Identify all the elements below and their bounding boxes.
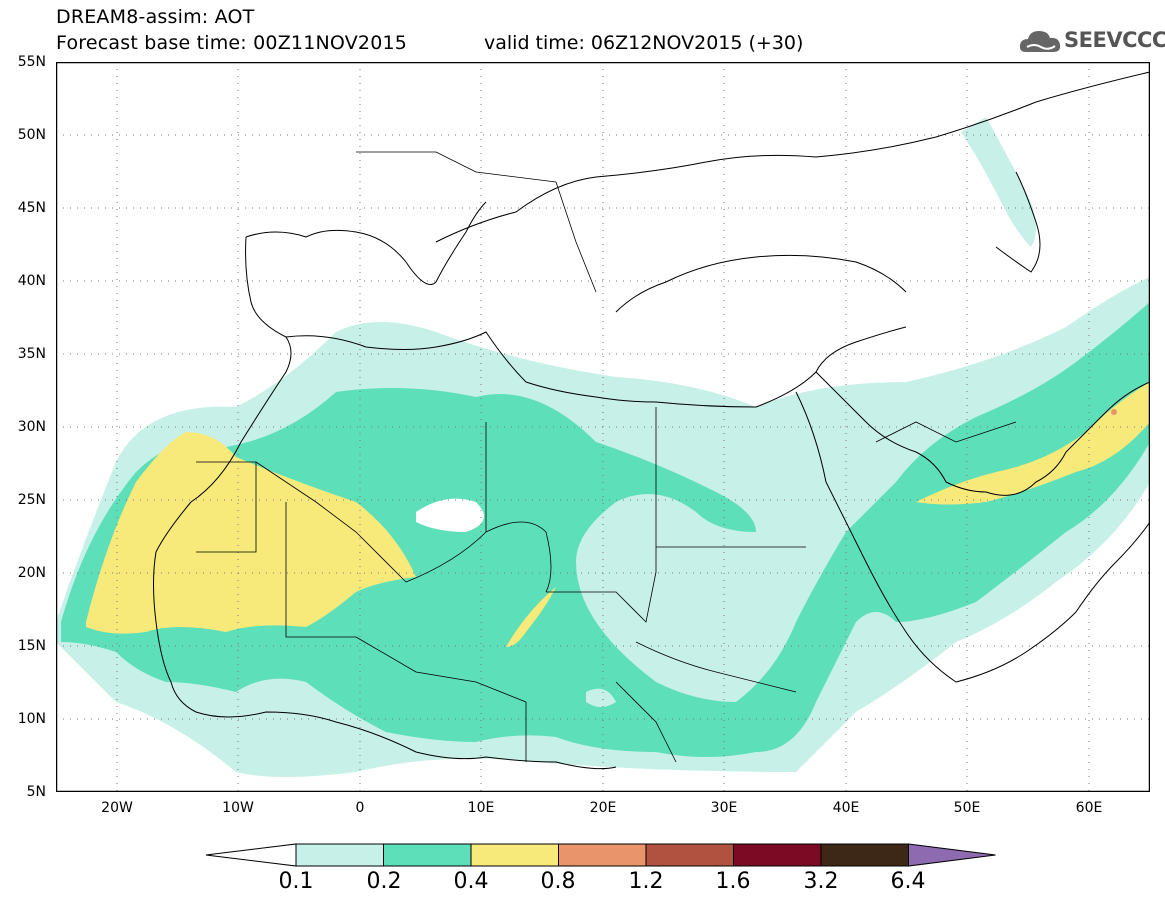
lon-label: 20W bbox=[101, 800, 133, 816]
lat-label: 50N bbox=[17, 127, 46, 143]
colorbar-box bbox=[470, 843, 559, 867]
colorbar-label: 0.8 bbox=[540, 869, 576, 894]
valid-time: valid time: 06Z12NOV2015 (+30) bbox=[484, 32, 804, 54]
colorbar-arrow-low bbox=[205, 843, 297, 867]
lon-label: 20E bbox=[589, 800, 617, 816]
colorbar-label: 1.2 bbox=[628, 869, 664, 894]
logo-text: SEEVCCC bbox=[1064, 28, 1165, 52]
lon-label: 30E bbox=[710, 800, 738, 816]
lat-label: 35N bbox=[17, 346, 46, 362]
colorbar-label: 1.6 bbox=[715, 869, 751, 894]
colorbar-box bbox=[295, 843, 384, 867]
aot-colorbar bbox=[205, 843, 996, 867]
colorbar-box bbox=[645, 843, 734, 867]
country-borders bbox=[196, 151, 1017, 763]
lat-label: 55N bbox=[17, 54, 46, 70]
lon-label: 60E bbox=[1075, 800, 1103, 816]
aot-band-0.4 bbox=[86, 382, 1150, 647]
colorbar-label: 0.4 bbox=[453, 869, 489, 894]
lat-label: 40N bbox=[17, 273, 46, 289]
lon-label: 10W bbox=[222, 800, 254, 816]
forecast-base-time: Forecast base time: 00Z11NOV2015 bbox=[56, 32, 408, 54]
lat-label: 5N bbox=[26, 784, 46, 800]
lat-label: 45N bbox=[17, 200, 46, 216]
grid-lines bbox=[56, 62, 1150, 792]
colorbar-box bbox=[733, 843, 822, 867]
coastlines bbox=[153, 71, 1150, 770]
colorbar-box bbox=[558, 843, 647, 867]
colorbar-label: 0.2 bbox=[366, 869, 402, 894]
colorbar-box bbox=[820, 843, 909, 867]
map-frame bbox=[56, 62, 1150, 792]
aot-map[interactable] bbox=[56, 62, 1150, 792]
lat-label: 30N bbox=[17, 419, 46, 435]
colorbar-label: 0.1 bbox=[278, 869, 314, 894]
lat-label: 15N bbox=[17, 638, 46, 654]
colorbar-label: 6.4 bbox=[890, 869, 926, 894]
lon-label: 50E bbox=[953, 800, 981, 816]
lat-label: 25N bbox=[17, 492, 46, 508]
colorbar-arrow-high bbox=[908, 843, 996, 867]
cloud-icon bbox=[1019, 31, 1061, 52]
colorbar-label: 3.2 bbox=[803, 869, 839, 894]
lat-label: 20N bbox=[17, 565, 46, 581]
lat-label: 10N bbox=[17, 711, 46, 727]
seevccc-logo: SEEVCCC bbox=[1018, 24, 1165, 60]
map-border bbox=[56, 62, 1150, 792]
aot-band-0.2 bbox=[61, 302, 1150, 757]
colorbar-box bbox=[383, 843, 472, 867]
lon-label: 0 bbox=[355, 800, 365, 816]
lon-label: 10E bbox=[467, 800, 495, 816]
map-title: DREAM8-assim: AOT bbox=[56, 6, 255, 28]
lon-label: 40E bbox=[832, 800, 860, 816]
